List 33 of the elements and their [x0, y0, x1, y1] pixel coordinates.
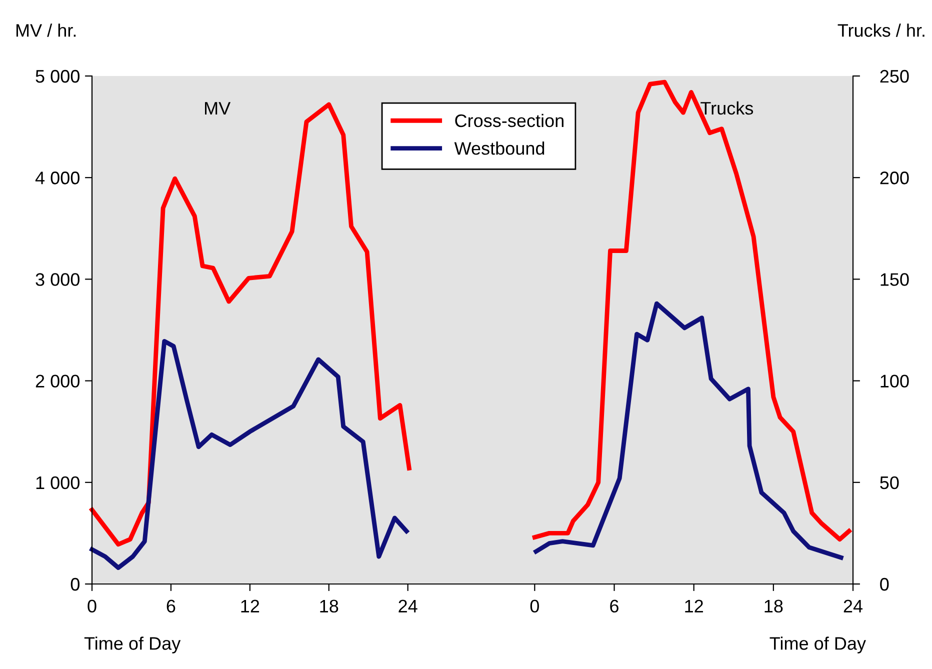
line-series	[90, 102, 412, 547]
x-tick-label: 12	[685, 600, 703, 612]
y2-tick-label: 250	[880, 70, 909, 83]
x-tick-label: 24	[844, 600, 863, 612]
y2-tick-label: 50	[880, 476, 899, 490]
x-axis-title: Time of Day	[770, 636, 866, 654]
y2-axis-title: Trucks / hr.	[838, 24, 924, 37]
y-tick-label: 1 000	[36, 476, 80, 490]
x-tick-label: 0	[530, 600, 539, 613]
y2-tick-label: 200	[880, 172, 909, 184]
annotation: MV	[205, 102, 231, 114]
y-tick-label: 4 000	[35, 172, 80, 184]
legend-label: Cross-section	[455, 114, 564, 128]
y2-tick-label: 150	[880, 273, 909, 286]
y2-tick-label: 0	[880, 578, 889, 591]
y2-tick-label: 100	[880, 374, 909, 388]
y-tick-label: 3 000	[36, 273, 80, 286]
x-tick-label: 0	[88, 600, 96, 613]
x-tick-label: 18	[764, 600, 783, 613]
line-series	[534, 301, 844, 560]
y-tick-label: 2 000	[36, 374, 80, 388]
annotation: Trucks	[700, 101, 754, 115]
y-axis-title: MV / hr.	[16, 24, 76, 37]
y-tick-label: 0	[70, 578, 80, 591]
x-tick-label: 6	[610, 600, 618, 613]
x-tick-label: 12	[241, 600, 260, 612]
x-tick-label: 6	[166, 600, 176, 613]
legend-label: Westbound	[454, 142, 544, 155]
x-axis-title: Time of Day	[84, 636, 181, 654]
line-series	[90, 338, 409, 570]
y-tick-label: 5 000	[36, 70, 80, 83]
x-tick-label: 24	[398, 600, 418, 612]
x-tick-label: 18	[320, 600, 338, 613]
